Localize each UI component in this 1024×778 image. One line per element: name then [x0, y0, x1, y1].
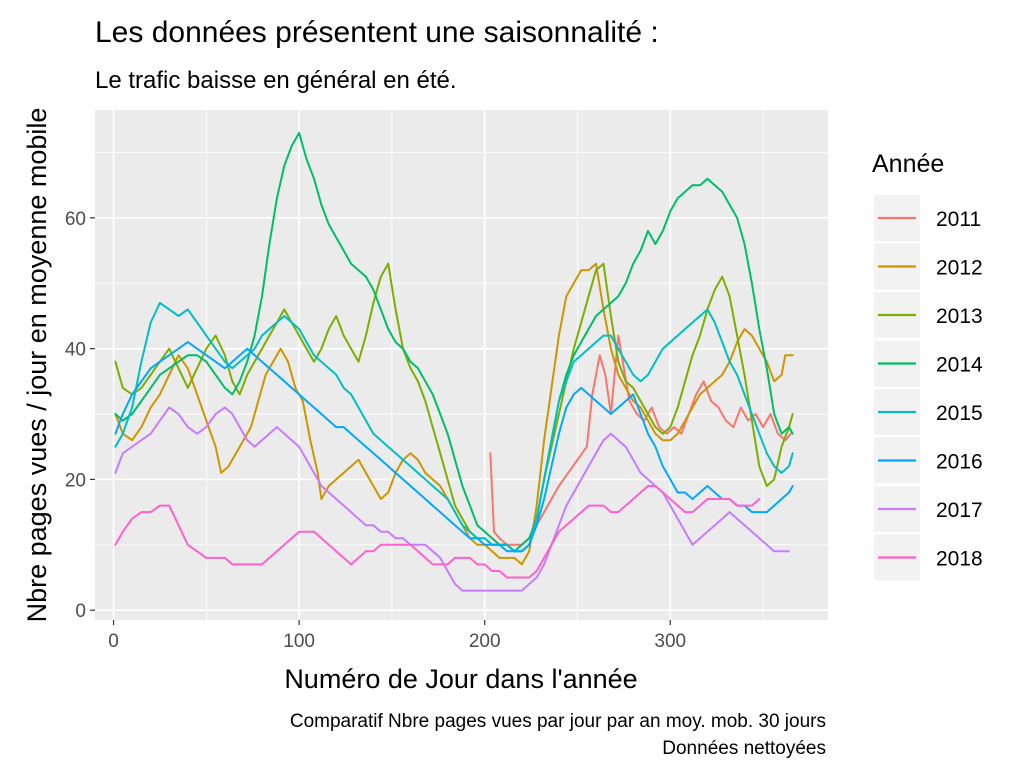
chart-subtitle: Le trafic baisse en général en été. — [95, 67, 457, 94]
series-line-2013 — [114, 262, 794, 553]
series-line-2016 — [114, 341, 794, 553]
y-tick-label: 20 — [65, 470, 86, 491]
x-tick-label: 0 — [108, 631, 119, 652]
legend-label-2017: 2017 — [936, 499, 983, 522]
series-line-2015 — [114, 301, 794, 553]
legend-label-2014: 2014 — [936, 354, 983, 377]
legend-title: Année — [872, 150, 944, 178]
y-tick-label: 0 — [75, 601, 86, 622]
legend-label-2016: 2016 — [936, 451, 983, 474]
x-axis-label: Numéro de Jour dans l'année — [284, 664, 637, 694]
legend: Année 2011 2012 2013 2014 2015 2016 2017 2018 — [872, 150, 983, 581]
legend-label-2015: 2015 — [936, 402, 983, 425]
legend-label-2011: 2011 — [936, 208, 981, 231]
chart-caption-line-2: Données nettoyées — [662, 738, 826, 759]
y-axis-label: Nbre pages vues / jour en moyenne mobile — [22, 108, 52, 623]
legend-label-2012: 2012 — [936, 257, 983, 280]
x-tick-label: 100 — [283, 631, 315, 652]
y-axis-ticks: 0 20 40 60 — [65, 209, 95, 622]
chart-title: Les données présentent une saisonnalité … — [95, 16, 659, 49]
legend-label-2018: 2018 — [936, 548, 983, 571]
y-tick-label: 60 — [65, 209, 86, 230]
series-lines — [114, 131, 794, 592]
legend-label-2013: 2013 — [936, 305, 983, 328]
x-tick-label: 300 — [654, 631, 686, 652]
chart-caption-line-1: Comparatif Nbre pages vues par jour par … — [290, 711, 826, 732]
y-tick-label: 40 — [65, 340, 86, 361]
series-line-2014 — [114, 131, 794, 553]
series-line-2017 — [114, 406, 790, 592]
series-line-2018 — [114, 485, 761, 579]
legend-items: 2011 2012 2013 2014 2015 2016 2017 2018 — [874, 195, 983, 581]
plot-panel — [95, 110, 828, 620]
x-axis-ticks: 0 100 200 300 — [108, 620, 686, 652]
x-tick-label: 200 — [469, 631, 501, 652]
